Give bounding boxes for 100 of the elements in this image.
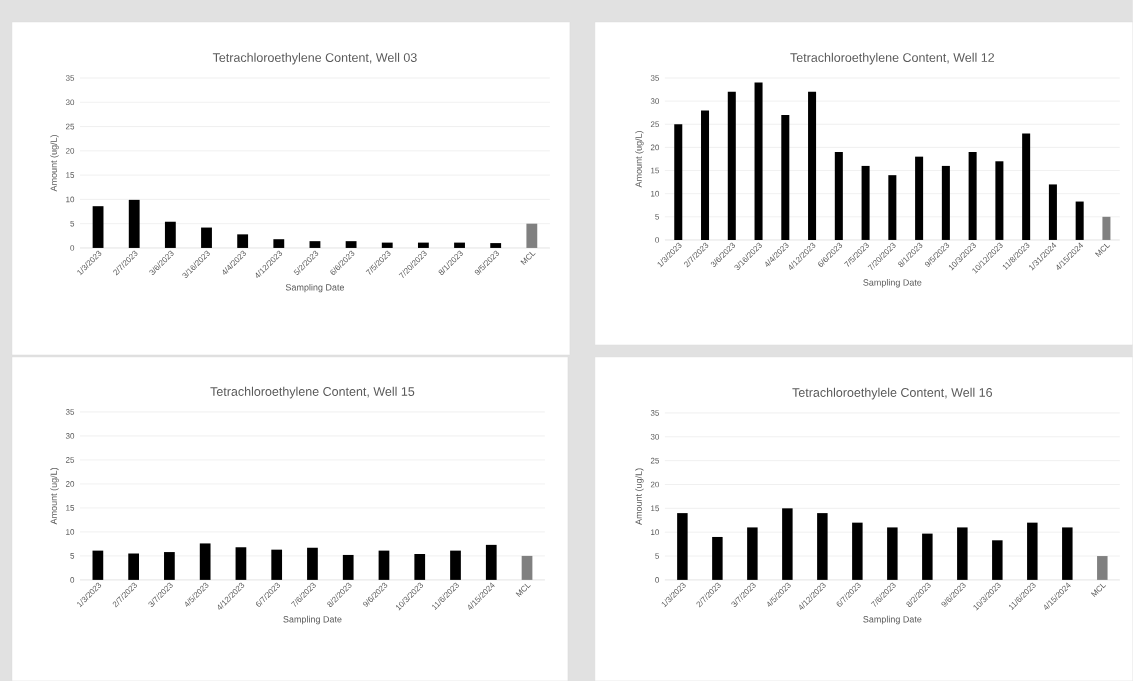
- y-tick-label: 30: [65, 433, 75, 439]
- bar: [674, 124, 683, 240]
- bar: [490, 243, 502, 248]
- bar: [782, 508, 793, 580]
- x-axis-title: Sampling Date: [863, 279, 922, 288]
- y-tick-label: 0: [70, 245, 75, 251]
- bar: [92, 206, 104, 248]
- y-tick-label: 15: [651, 505, 660, 512]
- y-tick-label: 5: [655, 553, 660, 559]
- bar: [781, 114, 790, 240]
- y-tick-label: 0: [655, 237, 660, 243]
- bar: [727, 91, 736, 240]
- y-tick-label: 35: [65, 75, 75, 81]
- x-axis-title: Sampling Date: [283, 615, 342, 625]
- chart-title: Tetrachloroethylele Content, Well 16: [792, 387, 993, 400]
- bar: [1048, 184, 1057, 240]
- bar: [1097, 556, 1108, 580]
- y-tick-label: 0: [70, 577, 75, 583]
- bar: [201, 227, 212, 248]
- bar: [417, 242, 429, 248]
- y-tick-label: 30: [65, 99, 75, 106]
- bar: [677, 513, 688, 580]
- bar: [701, 110, 710, 240]
- y-axis-title: Amount (ug/L): [50, 467, 59, 525]
- x-tick-label: MCL: [1095, 243, 1111, 258]
- bar: [342, 554, 354, 580]
- bar: [128, 553, 139, 580]
- bar: [887, 527, 898, 580]
- bar: [307, 547, 318, 580]
- bar: [414, 553, 426, 580]
- bar: [861, 165, 870, 240]
- y-tick-label: 5: [655, 213, 660, 220]
- bar: [834, 152, 843, 240]
- bar: [968, 152, 977, 240]
- bar: [92, 550, 104, 580]
- chart-title: Tetrachloroethylene Content, Well 15: [210, 386, 415, 399]
- bar: [521, 555, 533, 580]
- bar: [164, 221, 176, 248]
- bar: [199, 543, 211, 580]
- y-tick-label: 20: [650, 481, 660, 488]
- y-tick-label: 5: [70, 220, 75, 227]
- y-axis-title: Amount (ug/L): [635, 131, 644, 188]
- y-tick-label: 35: [65, 409, 75, 415]
- bar: [1062, 527, 1073, 580]
- bar: [271, 549, 283, 580]
- bar: [237, 234, 249, 248]
- y-tick-label: 10: [66, 529, 75, 535]
- y-tick-label: 25: [650, 121, 660, 128]
- bar: [922, 533, 933, 580]
- bar: [164, 552, 175, 580]
- bar: [957, 527, 968, 580]
- y-axis-title: Amount (ug/L): [50, 134, 59, 192]
- y-tick-label: 20: [650, 144, 660, 151]
- y-tick-label: 25: [65, 123, 75, 130]
- bar: [941, 165, 950, 240]
- bar: [454, 242, 465, 248]
- bar: [345, 241, 357, 248]
- y-tick-label: 5: [70, 553, 75, 559]
- bar: [1102, 216, 1111, 240]
- y-tick-label: 35: [650, 410, 660, 416]
- y-tick-label: 15: [651, 167, 660, 174]
- y-tick-label: 25: [650, 457, 660, 464]
- chart-title: Tetrachloroethylene Content, Well 12: [790, 52, 995, 65]
- bar: [747, 527, 758, 580]
- bar: [754, 82, 763, 240]
- x-tick-label: MCL: [515, 583, 531, 597]
- x-axis-title: Sampling Date: [285, 283, 345, 293]
- bar: [381, 242, 393, 248]
- bar: [273, 239, 285, 248]
- bar: [915, 156, 924, 240]
- bar: [450, 550, 461, 580]
- y-tick-label: 0: [655, 577, 660, 583]
- bar: [235, 547, 247, 580]
- bar: [1075, 201, 1084, 240]
- bar: [1022, 133, 1031, 240]
- bar: [852, 522, 863, 580]
- bar: [817, 513, 828, 580]
- chart-title: Tetrachloroethylene Content, Well 03: [212, 52, 417, 65]
- y-tick-label: 30: [650, 433, 660, 440]
- x-tick-label: MCL: [1090, 583, 1107, 597]
- bar: [526, 223, 538, 248]
- bar: [888, 175, 897, 240]
- x-tick-label: MCL: [520, 251, 536, 266]
- bar: [1027, 522, 1038, 580]
- y-tick-label: 10: [651, 190, 660, 197]
- y-tick-label: 20: [65, 147, 75, 154]
- y-tick-label: 30: [650, 98, 660, 104]
- y-tick-label: 25: [65, 457, 75, 463]
- y-tick-label: 15: [66, 172, 75, 178]
- y-tick-label: 20: [65, 481, 75, 487]
- y-tick-label: 10: [651, 529, 660, 535]
- y-tick-label: 35: [650, 75, 660, 81]
- y-tick-label: 15: [66, 505, 75, 511]
- bar: [378, 550, 390, 580]
- bar: [808, 91, 817, 240]
- bar: [128, 199, 140, 248]
- bar: [995, 161, 1004, 240]
- bar: [712, 536, 723, 580]
- y-tick-label: 10: [66, 196, 75, 203]
- x-axis-title: Sampling Date: [863, 615, 922, 625]
